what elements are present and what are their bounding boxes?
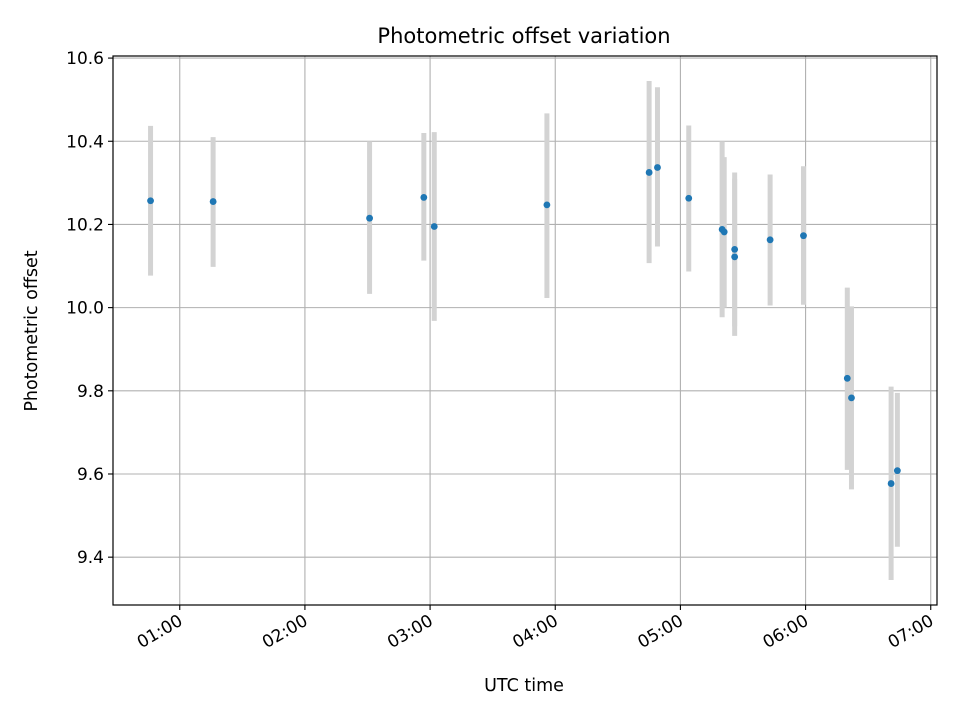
data-point [800, 232, 807, 240]
data-point [645, 169, 653, 176]
data-point [147, 197, 154, 205]
data-point [843, 374, 851, 382]
y-tick-label: 10.4 [66, 132, 104, 152]
data-point [430, 223, 438, 230]
y-tick-label: 10.2 [66, 215, 104, 235]
data-point [366, 214, 373, 222]
data-point [893, 467, 901, 475]
y-tick-label: 9.4 [77, 548, 104, 568]
data-point [766, 236, 774, 244]
x-axis-label: UTC time [484, 676, 564, 696]
data-point [543, 201, 551, 209]
data-point [654, 164, 661, 171]
data-points [147, 164, 901, 487]
data-point [209, 198, 217, 205]
data-point [420, 194, 428, 201]
data-point [720, 228, 728, 236]
y-axis-ticks: 9.4 9.6 9.8 10.0 10.2 10.4 10.6 [66, 49, 113, 568]
y-tick-label: 10.6 [66, 49, 104, 69]
data-point [685, 194, 693, 202]
data-point [887, 480, 895, 487]
data-point [731, 253, 739, 261]
y-tick-label: 9.6 [77, 465, 104, 485]
y-tick-label: 9.8 [77, 382, 104, 402]
chart-title: Photometric offset variation [377, 24, 670, 48]
y-tick-label: 10.0 [66, 299, 104, 319]
grid [113, 56, 937, 605]
y-axis-label: Photometric offset [22, 250, 42, 411]
data-point [731, 245, 739, 253]
plot-area-frame [112, 55, 938, 606]
data-point [848, 394, 855, 402]
